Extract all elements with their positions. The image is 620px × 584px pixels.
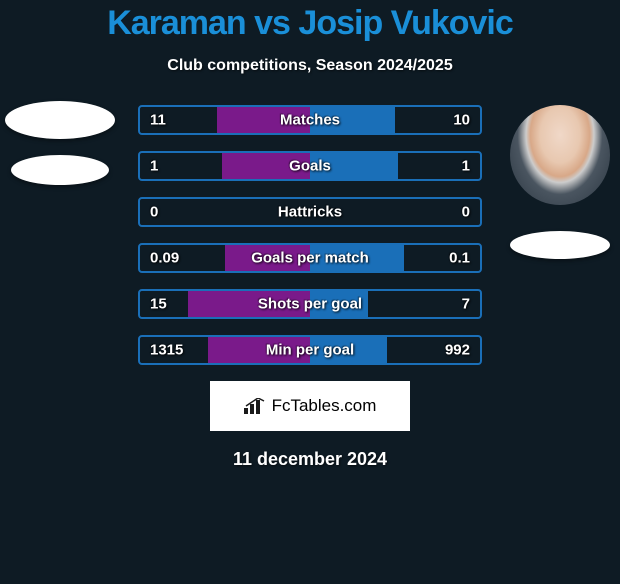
stat-label: Shots per goal	[258, 296, 362, 313]
player-right-flag	[510, 231, 610, 259]
comparison-content: Matches1110Goals11Hattricks00Goals per m…	[0, 105, 620, 365]
stat-row: Matches 11 10	[138, 105, 482, 135]
stat-row: Goals per match 0.09 0.1	[138, 243, 482, 273]
date-text: 11 december 2024	[0, 449, 620, 470]
player-right-avatar	[510, 105, 610, 205]
stat-row: Hattricks 0 0	[138, 197, 482, 227]
stat-label: Goals	[289, 158, 331, 175]
stat-row: Goals 1 1	[138, 151, 482, 181]
subtitle: Club competitions, Season 2024/2025	[0, 57, 620, 75]
stat-value-left: 0.09	[150, 250, 179, 267]
stat-label: Hattricks	[278, 204, 342, 221]
chart-icon	[244, 398, 266, 414]
stat-bars: Matches1110Goals11Hattricks00Goals per m…	[138, 105, 482, 365]
player-left-avatar	[5, 101, 115, 139]
page-title: Karaman vs Josip Vukovic	[0, 4, 620, 43]
stat-value-left: 1	[150, 158, 158, 175]
stat-label: Min per goal	[266, 342, 354, 359]
stat-value-left: 0	[150, 204, 158, 221]
player-right-column	[500, 105, 620, 259]
source-badge: FcTables.com	[210, 381, 410, 431]
stat-value-left: 15	[150, 296, 167, 313]
stat-value-right: 1	[462, 158, 470, 175]
stat-value-left: 1315	[150, 342, 183, 359]
stat-value-right: 0	[462, 204, 470, 221]
stat-value-right: 10	[453, 112, 470, 129]
player-left-flag	[11, 155, 109, 185]
stat-row: Min per goal 1315 992	[138, 335, 482, 365]
stat-label: Goals per match	[251, 250, 369, 267]
source-badge-text: FcTables.com	[272, 396, 377, 416]
stat-value-right: 992	[445, 342, 470, 359]
stat-value-left: 11	[150, 112, 166, 129]
player-left-column	[0, 105, 120, 185]
stat-value-right: 0.1	[449, 250, 470, 267]
stat-label: Matches	[280, 112, 340, 129]
stat-row: Shots per goal 15 7	[138, 289, 482, 319]
stat-value-right: 7	[462, 296, 470, 313]
